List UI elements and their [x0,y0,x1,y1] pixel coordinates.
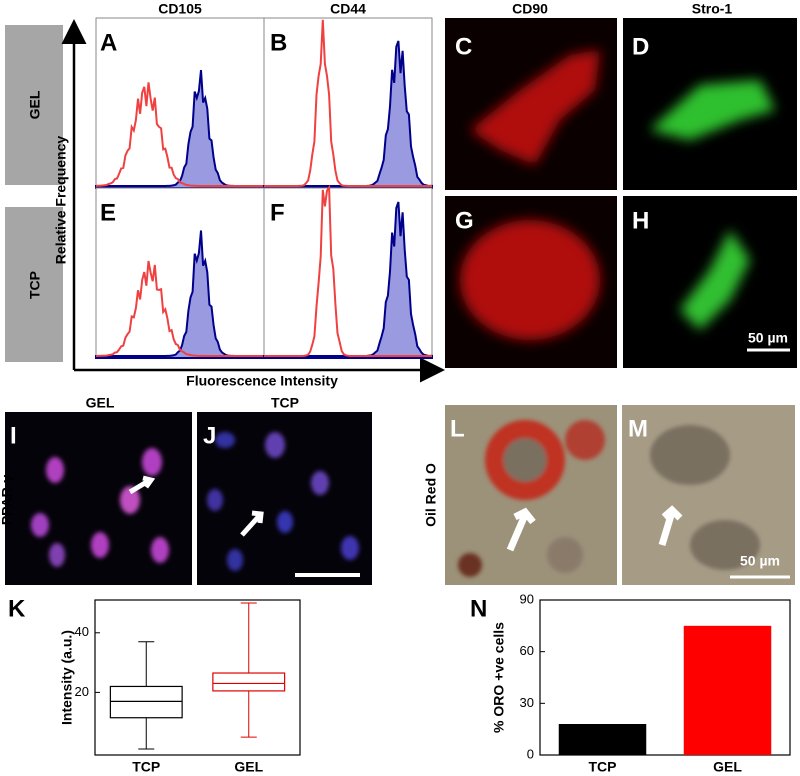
bar [558,724,647,755]
scale-label: 50 µm [740,553,780,569]
bar [683,625,772,755]
row-label: PPAR-γ [0,475,15,526]
histogram [95,260,264,357]
header: CD105 [158,1,202,17]
y-tick-label: 40 [75,624,89,639]
row-label: Oil Red O [423,463,439,527]
plot-frame [94,599,301,756]
panel-label: C [455,33,472,60]
panel-label: N [470,595,487,622]
axis-label: Fluorescence Intensity [186,373,338,389]
panel-label: J [203,422,216,449]
plot-frame [539,599,791,756]
row-tag [5,207,63,362]
y-tick-label: 30 [520,695,534,710]
panel-label: F [270,199,285,226]
arrow [506,507,536,552]
panel-label: K [8,595,26,622]
y-tick-label: 60 [520,643,534,658]
x-tick-label: GEL [234,759,263,775]
panel-label: I [10,422,17,449]
box [212,672,286,692]
header: CD90 [512,1,548,17]
axis-label: Relative Frequency [53,136,69,265]
y-tick-label: 90 [520,591,534,606]
panel-label: H [632,207,649,234]
panel-label: B [270,29,287,56]
flow-panels [95,17,433,359]
arrow [658,505,683,547]
histogram [95,82,264,187]
arrow [240,510,264,537]
x-tick-label: TCP [132,759,160,775]
x-tick-label: TCP [589,759,617,775]
header: CD44 [330,1,366,17]
histogram [264,19,432,187]
panel-label: L [450,415,465,442]
panel-label: D [632,33,649,60]
box [109,685,183,719]
panel-label: G [455,207,474,234]
x-tick-label: GEL [713,759,742,775]
y-tick-label: 0 [527,746,534,761]
y-tick-label: 20 [75,684,89,699]
header: Stro-1 [692,1,733,17]
column-label: TCP [271,395,299,411]
flow-box [95,187,265,359]
panel-label: A [100,29,117,56]
nuclei [31,432,359,571]
arrow [128,475,156,495]
y-axis-label: Intensity (a.u.) [59,630,75,725]
histogram [264,184,432,357]
flow-box [95,17,265,189]
cell [460,50,775,340]
column-label: GEL [86,395,115,411]
row-tag [5,25,63,185]
row-label: TCP [27,271,43,299]
cells [458,420,760,577]
row-label: GEL [27,90,43,119]
panel-label: M [628,415,648,442]
scale-label: 50 µm [748,330,788,346]
y-axis-label: % ORO +ve cells [491,622,507,733]
panel-label: E [100,199,116,226]
